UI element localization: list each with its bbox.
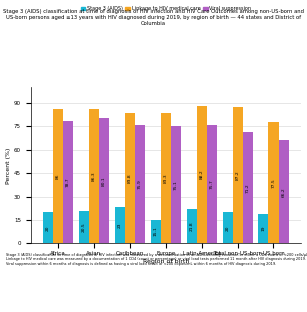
Text: 75.1: 75.1 [174, 180, 178, 190]
Bar [207, 125, 217, 243]
Bar [269, 122, 278, 243]
Text: 86.3: 86.3 [92, 171, 96, 181]
Bar [151, 220, 161, 243]
Legend: Stage 3 (AIDS), Linkage to HIV medical care, Viral suppression: Stage 3 (AIDS), Linkage to HIV medical c… [79, 4, 253, 13]
Text: 75.7: 75.7 [210, 179, 214, 189]
Text: 83.8: 83.8 [128, 173, 132, 183]
Text: 21.8: 21.8 [190, 222, 194, 231]
Text: 20.5: 20.5 [82, 222, 86, 232]
Text: 78.7: 78.7 [66, 177, 70, 187]
Text: 75.9: 75.9 [138, 179, 142, 189]
Bar [125, 113, 135, 243]
Text: 15.1: 15.1 [154, 227, 158, 236]
Text: 66.2: 66.2 [282, 187, 286, 197]
Bar [161, 113, 171, 243]
Bar [233, 107, 243, 243]
Text: 87.2: 87.2 [235, 171, 239, 180]
Text: 20: 20 [46, 225, 50, 231]
Text: 20: 20 [226, 225, 230, 231]
Bar [115, 207, 125, 243]
X-axis label: Region of birth: Region of birth [142, 259, 189, 264]
Bar [43, 212, 53, 243]
Text: Stage 3 (AIDS) classification at time of diagnosis of HIV infection and HIV Care: Stage 3 (AIDS) classification at time of… [3, 9, 304, 26]
Bar [243, 132, 253, 243]
Text: 86: 86 [56, 173, 60, 179]
Text: 88.2: 88.2 [200, 170, 204, 179]
Text: 77.5: 77.5 [271, 178, 275, 188]
Bar [53, 109, 63, 243]
Text: 71.2: 71.2 [246, 183, 250, 193]
Bar [187, 209, 197, 243]
Bar [135, 125, 145, 243]
Bar [258, 214, 269, 243]
Bar [278, 140, 289, 243]
Bar [79, 212, 89, 243]
Bar [63, 120, 73, 243]
Bar [197, 106, 207, 243]
Text: 23: 23 [118, 223, 122, 228]
Text: 83.3: 83.3 [164, 173, 168, 183]
Text: 19: 19 [262, 226, 266, 231]
Text: 80.1: 80.1 [102, 176, 106, 186]
Bar [89, 109, 99, 243]
Y-axis label: Percent (%): Percent (%) [6, 147, 11, 183]
Text: Stage 3 (AIDS) classification at time of diagnosis of HIV infection was measured: Stage 3 (AIDS) classification at time of… [6, 253, 307, 266]
Bar [171, 126, 181, 243]
Bar [99, 119, 109, 243]
Bar [223, 212, 233, 243]
